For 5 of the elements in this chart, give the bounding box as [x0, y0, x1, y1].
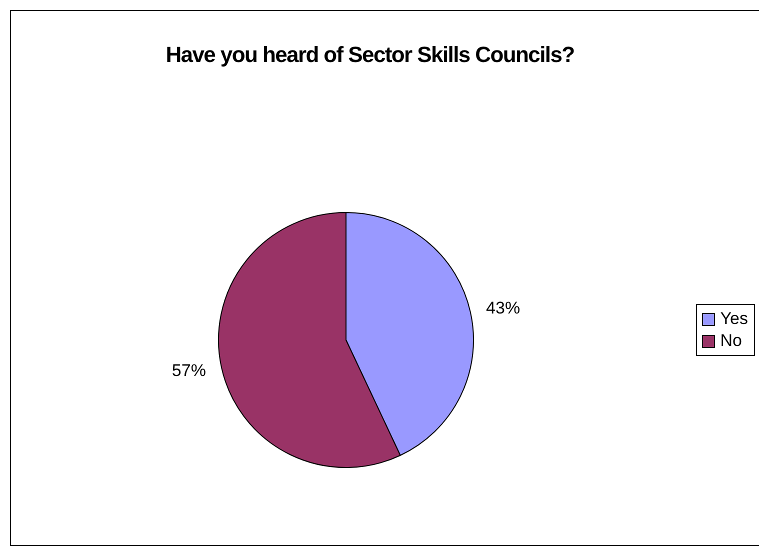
chart-title: Have you heard of Sector Skills Councils? [164, 41, 576, 69]
legend-label: No [720, 331, 742, 351]
legend-label: Yes [720, 309, 748, 329]
data-label: 57% [172, 360, 206, 380]
data-label: 43% [486, 298, 520, 318]
